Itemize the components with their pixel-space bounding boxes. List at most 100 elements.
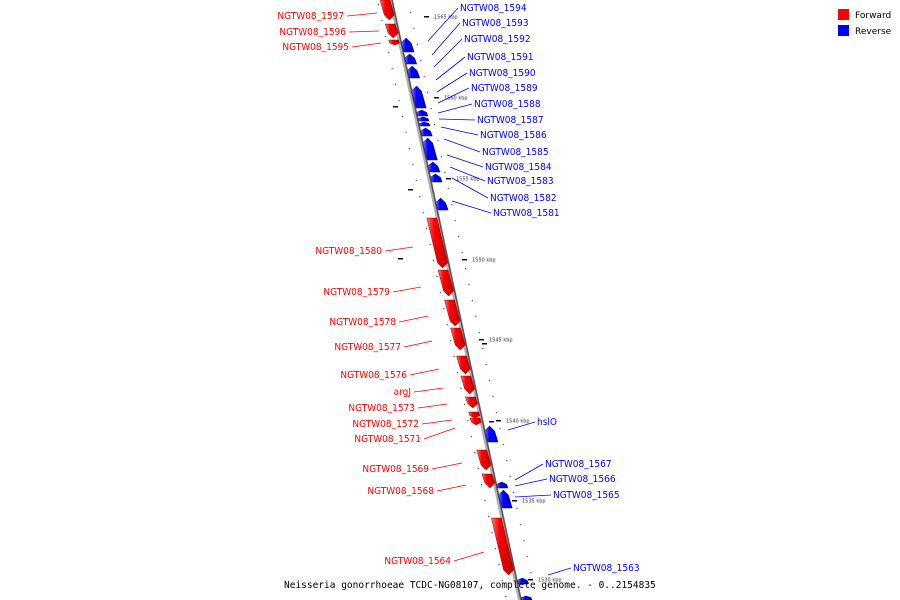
gene-label-ngtw08-1586: NGTW08_1586 <box>480 130 547 141</box>
reverse-gene <box>484 425 499 443</box>
gene-label-argj: argJ <box>394 387 411 398</box>
gene-label-ngtw08-1596: NGTW08_1596 <box>279 27 346 38</box>
reverse-leader-line <box>443 138 481 153</box>
reverse-gene <box>430 173 443 183</box>
reverse-gene <box>427 161 441 173</box>
gene-label-ngtw08-1595: NGTW08_1595 <box>282 42 349 53</box>
reverse-gene <box>516 577 529 585</box>
scale-tick-mark <box>424 16 429 18</box>
gene-label-ngtw08-1571: NGTW08_1571 <box>354 434 421 445</box>
forward-leader-line <box>453 551 485 562</box>
scale-dot <box>475 316 477 318</box>
reverse-gene <box>520 595 533 600</box>
scale-tick-label: 1560 kbp <box>444 96 468 102</box>
reverse-leader-line <box>446 154 484 168</box>
reverse-leader-line <box>431 22 461 56</box>
scale-dot <box>498 564 500 566</box>
scale-dot <box>461 252 463 254</box>
scale-tick-label: 1530 kbp <box>538 578 562 584</box>
scale-dot <box>505 596 507 598</box>
scale-dot <box>488 380 491 382</box>
scale-dot <box>523 540 525 542</box>
forward-leader-line <box>351 42 382 48</box>
scale-mark <box>482 343 487 345</box>
reverse-leader-line <box>547 567 572 576</box>
forward-leader-line <box>413 387 444 393</box>
scale-dot <box>447 188 449 190</box>
forward-leader-line <box>421 419 453 425</box>
gene-label-ngtw08-1563: NGTW08_1563 <box>573 563 640 574</box>
scale-dot <box>453 356 455 358</box>
legend-reverse-label: Reverse <box>855 27 892 37</box>
gene-label-ngtw08-1578: NGTW08_1578 <box>329 317 396 328</box>
scale-dot <box>499 428 501 430</box>
forward-leader-line <box>403 340 433 348</box>
gene-label-ngtw08-1585: NGTW08_1585 <box>482 147 549 158</box>
gene-label-ngtw08-1577: NGTW08_1577 <box>334 342 401 353</box>
scale-dot <box>516 508 518 510</box>
scale-dot <box>464 268 467 270</box>
reverse-leader-line <box>436 72 468 93</box>
reverse-leader-line <box>507 421 536 431</box>
gene-label-ngtw08-1584: NGTW08_1584 <box>485 162 552 173</box>
scale-mark <box>393 106 398 108</box>
scale-dot <box>426 228 428 230</box>
reverse-gene <box>420 127 433 137</box>
reverse-gene <box>435 197 449 211</box>
forward-leader-line <box>348 30 380 33</box>
gene-label-ngtw08-1573: NGTW08_1573 <box>348 403 415 414</box>
scale-dot <box>468 284 470 286</box>
gene-label-ngtw08-1592: NGTW08_1592 <box>464 34 531 45</box>
scale-dot <box>450 340 452 342</box>
forward-gene <box>444 299 461 327</box>
scale-mark <box>489 421 494 423</box>
scale-tick-mark <box>479 339 484 341</box>
forward-gene <box>379 0 395 21</box>
reverse-gene <box>418 121 431 127</box>
gene-label-ngtw08-1588: NGTW08_1588 <box>474 99 541 110</box>
scale-dot <box>436 276 438 278</box>
gene-label-ngtw08-1581: NGTW08_1581 <box>493 208 560 219</box>
scale-dot <box>495 412 498 414</box>
scale-tick-label: 1545 kbp <box>489 338 513 344</box>
scale-dot <box>416 44 418 46</box>
reverse-leader-line <box>451 200 492 214</box>
scale-dot <box>405 132 407 134</box>
scale-dot <box>491 532 493 534</box>
forward-leader-line <box>392 286 422 293</box>
forward-gene <box>476 449 492 471</box>
scale-dot <box>501 580 503 582</box>
gene-label-ngtw08-1593: NGTW08_1593 <box>462 18 529 29</box>
gene-label-ngtw08-1597: NGTW08_1597 <box>277 11 344 22</box>
reverse-leader-line <box>451 177 489 199</box>
gene-label-ngtw08-1591: NGTW08_1591 <box>467 52 534 63</box>
reverse-leader-line <box>514 494 552 498</box>
reverse-gene <box>496 481 509 489</box>
scale-dot <box>492 396 494 398</box>
scale-dot <box>454 220 456 222</box>
scale-dot <box>502 444 504 446</box>
gene-label-ngtw08-1572: NGTW08_1572 <box>352 419 419 430</box>
scale-dot <box>463 404 466 406</box>
gene-label-ngtw08-1594: NGTW08_1594 <box>460 3 527 14</box>
scale-dot <box>440 156 443 158</box>
scale-dot <box>519 524 522 526</box>
scale-dot <box>481 484 483 486</box>
scale-tick-mark <box>528 579 533 581</box>
gene-label-ngtw08-1566: NGTW08_1566 <box>549 474 616 485</box>
scale-dot <box>446 324 448 326</box>
legend-forward-label: Forward <box>855 11 891 21</box>
scale-dot <box>478 332 480 334</box>
scale-dot <box>398 100 400 102</box>
gene-label-ngtw08-1587: NGTW08_1587 <box>477 115 544 126</box>
forward-gene <box>437 269 454 297</box>
scale-ticks: 1565 kbp 1560 kbp 1555 kbp 1550 kbp 1545 kbp… <box>424 15 562 584</box>
reverse-leader-line <box>438 118 476 121</box>
scale-dot <box>432 260 435 262</box>
forward-gene <box>426 217 448 269</box>
reverse-leader-line <box>427 7 459 42</box>
scale-dot <box>409 12 412 14</box>
scale-dot <box>437 140 439 142</box>
scale-dot <box>533 588 535 590</box>
